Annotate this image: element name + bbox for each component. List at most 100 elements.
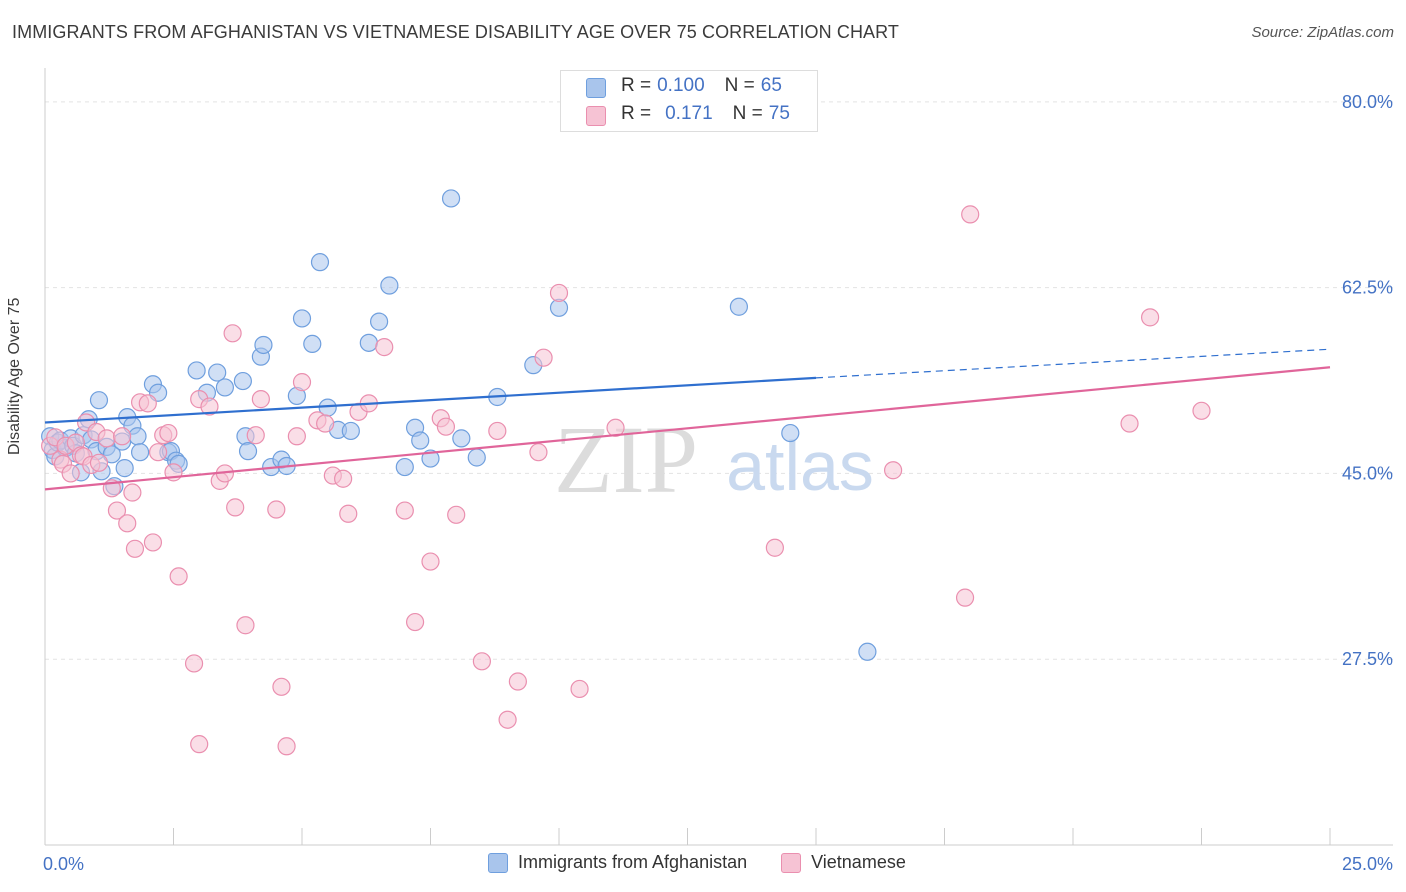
vietnamese-point: [549, 283, 569, 303]
trend-lines: [44, 348, 1331, 491]
vietnamese-point: [1120, 414, 1139, 433]
afghanistan-point: [215, 378, 234, 397]
vietnamese-point: [421, 552, 440, 571]
legend-row-afghanistan: R = 0.100 N = 65: [586, 75, 782, 98]
afghanistan-point: [128, 427, 147, 446]
y-tick-label: 80.0%: [1342, 92, 1393, 112]
afghanistan-point: [411, 431, 430, 450]
legend-item-vietnamese: Vietnamese: [781, 852, 906, 873]
watermark: ZIP atlas: [554, 406, 874, 513]
vietnamese-trend-line: [44, 366, 1331, 491]
afghanistan-point: [421, 449, 440, 468]
vietnamese-point: [118, 514, 137, 533]
watermark-atlas: atlas: [726, 427, 874, 505]
vietnamese-point: [251, 390, 270, 409]
vietnamese-swatch: [586, 106, 606, 126]
vietnamese-point: [447, 505, 466, 524]
vietnamese-point: [1140, 308, 1160, 327]
vietnamese-point: [961, 205, 980, 224]
vietnamese-point: [112, 427, 132, 446]
afghanistan-point: [115, 459, 134, 478]
vietnamese-point: [223, 324, 242, 343]
vietnamese-point: [534, 348, 553, 367]
y-tick-label: 45.0%: [1342, 463, 1393, 483]
afghanistan-trend-extension: [815, 348, 1331, 379]
afghanistan-point: [441, 189, 461, 208]
afghanistan-point: [781, 423, 800, 443]
chart-title: IMMIGRANTS FROM AFGHANISTAN VS VIETNAMES…: [12, 22, 900, 42]
vietnamese-point: [488, 421, 507, 441]
afghanistan-point: [254, 335, 273, 355]
legend-label: Immigrants from Afghanistan: [518, 852, 748, 872]
n-value: 65: [760, 75, 782, 96]
vietnamese-point: [236, 616, 255, 635]
legend-item-afghanistan: Immigrants from Afghanistan: [488, 852, 747, 873]
vietnamese-point: [1192, 401, 1211, 420]
afghanistan-swatch: [586, 78, 606, 98]
afghanistan-point: [130, 443, 150, 462]
x-tick-label: 25.0%: [1342, 854, 1393, 874]
afghanistan-point: [303, 334, 322, 354]
r-value: 0.171: [665, 103, 713, 124]
vietnamese-point: [123, 483, 142, 502]
vietnamese-point: [498, 710, 517, 729]
vietnamese-point: [190, 735, 209, 754]
vietnamese-point: [246, 426, 265, 445]
afghanistan-swatch: [488, 852, 508, 873]
vietnamese-point: [529, 443, 548, 462]
vietnamese-point: [287, 427, 306, 446]
vietnamese-point: [169, 567, 188, 586]
vietnamese-point: [472, 652, 491, 671]
vietnamese-point: [277, 737, 296, 756]
afghanistan-point: [359, 333, 378, 352]
x-tick-label: 0.0%: [43, 854, 84, 874]
y-tick-label: 27.5%: [1342, 649, 1393, 669]
afghanistan-point: [238, 442, 258, 461]
vietnamese-point: [570, 679, 589, 699]
vietnamese-point: [395, 501, 414, 520]
afghanistan-point: [380, 276, 399, 295]
vietnamese-point: [89, 453, 109, 472]
correlation-legend: R = 0.100 N = 65 R = 0.171 N = 75: [560, 70, 818, 132]
vietnamese-point: [316, 414, 335, 433]
n-label: N =: [724, 75, 755, 96]
tick-labels: 80.0% 62.5% 45.0% 27.5% 0.0% 25.0%: [43, 92, 1393, 874]
y-tick-label: 62.5%: [1342, 278, 1393, 298]
series-legend: Immigrants from Afghanistan Vietnamese: [488, 852, 940, 873]
vietnamese-point: [339, 504, 358, 523]
afghanistan-point: [858, 642, 877, 661]
afghanistan-point: [370, 312, 389, 331]
vietnamese-point: [61, 464, 80, 483]
data-points: [41, 108, 1211, 756]
axes: [44, 68, 1393, 846]
afghanistan-point: [89, 391, 109, 410]
vietnamese-point: [107, 501, 127, 520]
vietnamese-point: [272, 677, 291, 696]
vietnamese-point: [375, 337, 394, 357]
afghanistan-point: [341, 421, 360, 441]
vietnamese-point: [292, 373, 312, 392]
n-label: N =: [732, 103, 763, 124]
afghanistan-point: [729, 297, 749, 316]
afghanistan-point: [208, 363, 227, 382]
vietnamese-point: [955, 588, 975, 607]
vietnamese-point: [184, 654, 204, 673]
vietnamese-point: [143, 533, 163, 552]
vietnamese-point: [436, 417, 456, 436]
chart-source: Source: ZipAtlas.com: [1251, 24, 1394, 41]
vietnamese-point: [334, 469, 353, 488]
vietnamese-point: [405, 612, 425, 632]
afghanistan-point: [292, 309, 312, 328]
vietnamese-point: [200, 397, 219, 416]
vietnamese-point: [508, 672, 527, 691]
afghanistan-point: [310, 253, 330, 272]
r-value: 0.100: [657, 75, 705, 96]
y-axis-label: Disability Age Over 75: [6, 297, 23, 455]
afghanistan-trend-line: [44, 376, 817, 424]
r-label: R =: [621, 75, 652, 96]
watermark-zip: ZIP: [554, 406, 698, 513]
legend-row-vietnamese: R = 0.171 N = 75: [586, 103, 790, 126]
afghanistan-point: [233, 371, 252, 391]
vietnamese-point: [148, 443, 168, 462]
